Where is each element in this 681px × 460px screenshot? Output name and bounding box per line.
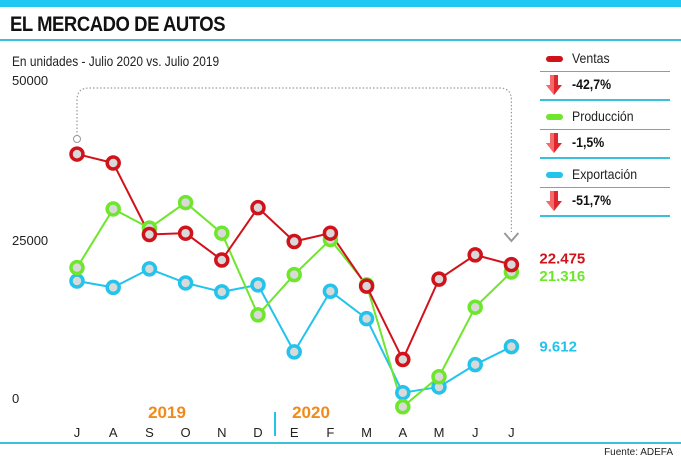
title-divider [0, 39, 681, 41]
y-tick-label: 25000 [12, 233, 48, 248]
data-point [431, 271, 447, 287]
data-point [467, 247, 483, 263]
connector-start [73, 135, 81, 143]
data-point [322, 225, 339, 241]
data-point [177, 225, 194, 241]
data-point [69, 146, 85, 162]
legend-change: -42,7% [572, 76, 612, 92]
year-label-2020: 2020 [292, 403, 330, 422]
y-tick-label: 50000 [12, 73, 48, 88]
x-tick-label: E [290, 425, 299, 440]
x-tick-label: D [253, 425, 262, 440]
data-point [286, 233, 302, 250]
legend-separator [540, 71, 670, 72]
data-point [467, 356, 483, 373]
data-point [177, 275, 194, 291]
data-point [286, 344, 302, 360]
legend-label: Producción [572, 108, 634, 124]
data-point [250, 199, 266, 216]
legend-separator [540, 187, 670, 188]
legend-underline [540, 99, 670, 101]
legend-label: Ventas [572, 50, 610, 66]
connector-arrow [76, 87, 512, 232]
end-value-label: 21.316 [539, 268, 585, 285]
x-tick-label: N [217, 425, 226, 440]
x-tick-label: A [109, 425, 118, 440]
data-point [105, 201, 121, 217]
x-tick-label: M [361, 425, 372, 440]
data-point [105, 155, 121, 171]
legend-change: -1,5% [572, 134, 605, 150]
data-point [395, 398, 411, 415]
series-line-ventas [76, 153, 512, 362]
data-point [250, 277, 266, 293]
end-value-label: 9.612 [539, 339, 577, 356]
data-point [358, 278, 375, 294]
data-point [358, 310, 375, 327]
data-point [141, 226, 158, 243]
x-tick-label: S [145, 425, 154, 440]
data-point [286, 266, 302, 283]
chart-title: EL MERCADO DE AUTOS [10, 13, 226, 36]
x-tick-label: J [74, 425, 81, 440]
legend-separator [540, 129, 670, 130]
chart-subtitle: En unidades - Julio 2020 vs. Julio 2019 [12, 53, 220, 69]
data-point [214, 225, 230, 241]
data-point [503, 256, 520, 273]
year-label-2019: 2019 [148, 403, 186, 422]
legend-underline [540, 157, 670, 159]
x-tick-label: F [326, 425, 334, 440]
x-tick-label: J [472, 425, 479, 440]
arrowhead-icon [503, 232, 520, 243]
data-point [141, 261, 158, 277]
data-point [214, 252, 230, 268]
legend-swatch [546, 172, 563, 178]
data-point [69, 259, 85, 276]
x-tick-label: J [508, 425, 515, 440]
x-tick-label: M [434, 425, 445, 440]
data-point [431, 368, 447, 385]
legend-swatch [546, 56, 563, 62]
data-point [250, 307, 266, 323]
legend-label: Exportación [572, 166, 638, 182]
legend-change: -51,7% [572, 192, 612, 208]
top-bar [0, 0, 681, 7]
data-point [395, 384, 411, 401]
data-point [69, 273, 85, 289]
data-point [395, 351, 411, 368]
data-point [177, 194, 194, 211]
data-point [105, 279, 121, 296]
arrow-down-icon [546, 75, 562, 95]
x-tick-label: O [181, 425, 191, 440]
data-point [214, 284, 230, 300]
x-tick-label: A [398, 425, 407, 440]
legend-swatch [546, 114, 563, 120]
arrow-down-icon [546, 133, 562, 153]
data-point [322, 283, 339, 299]
legend-underline [540, 215, 670, 217]
data-point [467, 299, 483, 315]
source-note: Fuente: ADEFA [604, 447, 673, 458]
arrow-down-icon [546, 191, 562, 211]
y-tick-label: 0 [12, 391, 19, 406]
end-value-label: 22.475 [539, 251, 585, 268]
data-point [503, 338, 520, 355]
